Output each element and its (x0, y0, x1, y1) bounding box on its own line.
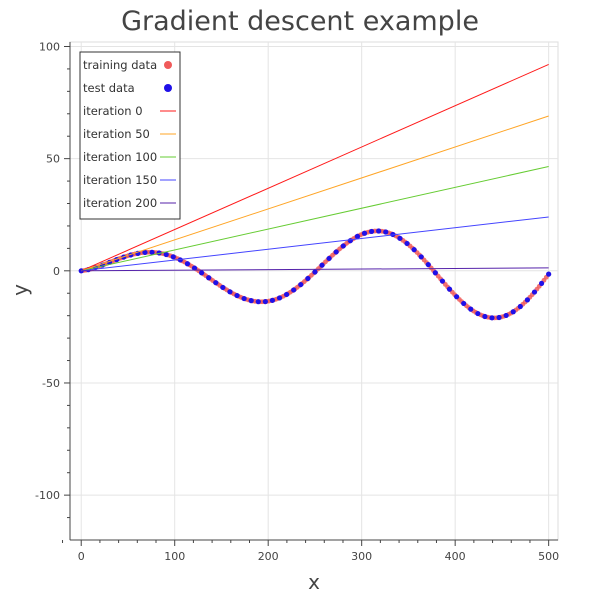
legend-label: iteration 50 (83, 127, 150, 141)
test-data-point (468, 306, 474, 312)
test-data-point (397, 235, 403, 241)
test-data-point (241, 295, 247, 302)
series-line-iteration-100 (81, 166, 549, 272)
x-axis-label: x (308, 570, 320, 594)
test-data-point (439, 278, 446, 284)
test-data-point (276, 295, 283, 301)
legend-label: iteration 150 (83, 173, 157, 187)
series-line-iteration-150 (81, 216, 549, 272)
test-data-point (340, 243, 346, 249)
test-data-point (305, 275, 311, 282)
test-data-point (489, 315, 495, 321)
test-data-point (411, 247, 417, 253)
x-tick-label: 400 (445, 550, 466, 563)
test-data-point (199, 270, 205, 276)
test-data-point (326, 255, 332, 262)
test-data-point (220, 284, 226, 291)
series-group (78, 63, 552, 321)
test-data-point (446, 286, 453, 292)
x-tick-label: 0 (78, 550, 85, 563)
test-data-point (425, 261, 431, 268)
test-data-point (262, 298, 268, 305)
legend: training data test data iteration 0 iterati… (79, 51, 181, 220)
test-data-point (376, 228, 382, 234)
test-data-point (163, 251, 169, 258)
test-data-point (383, 229, 389, 235)
test-data-point (284, 291, 290, 298)
test-data-point (461, 300, 467, 307)
y-tick-label: -100 (35, 489, 60, 502)
test-data-point (404, 240, 410, 247)
y-tick-label: 100 (39, 40, 60, 53)
series-line-iteration-50 (81, 115, 549, 272)
test-data-point (368, 228, 375, 235)
legend-label: iteration 0 (83, 104, 143, 118)
test-data-point (206, 275, 212, 281)
y-tick-label: 50 (46, 153, 60, 166)
test-data-point (503, 312, 509, 319)
legend-label: iteration 200 (83, 196, 157, 210)
legend-label: iteration 100 (83, 150, 157, 164)
test-data-point (234, 292, 240, 299)
test-data-point (319, 262, 325, 268)
test-data-point (177, 257, 183, 263)
legend-label: test data (83, 81, 135, 95)
test-data-point (531, 289, 538, 295)
test-data-point (538, 280, 545, 287)
test-data-point (191, 265, 198, 271)
test-data-point (361, 230, 368, 236)
series-line-iteration-200 (81, 267, 549, 272)
test-data-point (227, 289, 233, 295)
test-data-point (546, 271, 552, 277)
test-data-point (149, 249, 155, 255)
legend-marker (164, 84, 172, 92)
test-data-point (418, 254, 424, 260)
test-data-point (248, 298, 254, 304)
test-data-point (298, 281, 304, 288)
y-tick-label: 0 (53, 265, 60, 278)
test-data-point (213, 280, 219, 286)
test-data-point (517, 303, 523, 310)
test-data-point (354, 233, 361, 239)
x-tick-label: 200 (258, 550, 279, 563)
x-tick-label: 100 (164, 550, 185, 563)
test-data-point (453, 294, 460, 300)
test-data-point (142, 249, 148, 256)
x-tick-label: 300 (351, 550, 372, 563)
test-data-point (496, 314, 502, 321)
test-data-point (475, 310, 481, 317)
test-data-point (255, 299, 261, 305)
test-data-point (432, 270, 438, 276)
series-line-iteration-0 (81, 63, 549, 272)
test-data-point (184, 261, 191, 267)
test-data-point (510, 309, 516, 315)
legend-marker (164, 61, 172, 69)
chart-title: Gradient descent example (121, 6, 479, 37)
legend-label: training data (83, 58, 157, 72)
test-data-point (269, 297, 276, 303)
test-data-point (291, 287, 297, 293)
y-axis-label: y (8, 284, 32, 296)
test-data-point (333, 249, 339, 255)
legend-box (79, 51, 181, 220)
test-data-point (347, 238, 353, 244)
test-data-point (170, 254, 176, 260)
x-tick-label: 500 (538, 550, 559, 563)
y-tick-label: -50 (42, 377, 60, 390)
test-data-point (312, 269, 318, 275)
test-data-point (524, 297, 531, 303)
test-data-point (482, 313, 488, 320)
